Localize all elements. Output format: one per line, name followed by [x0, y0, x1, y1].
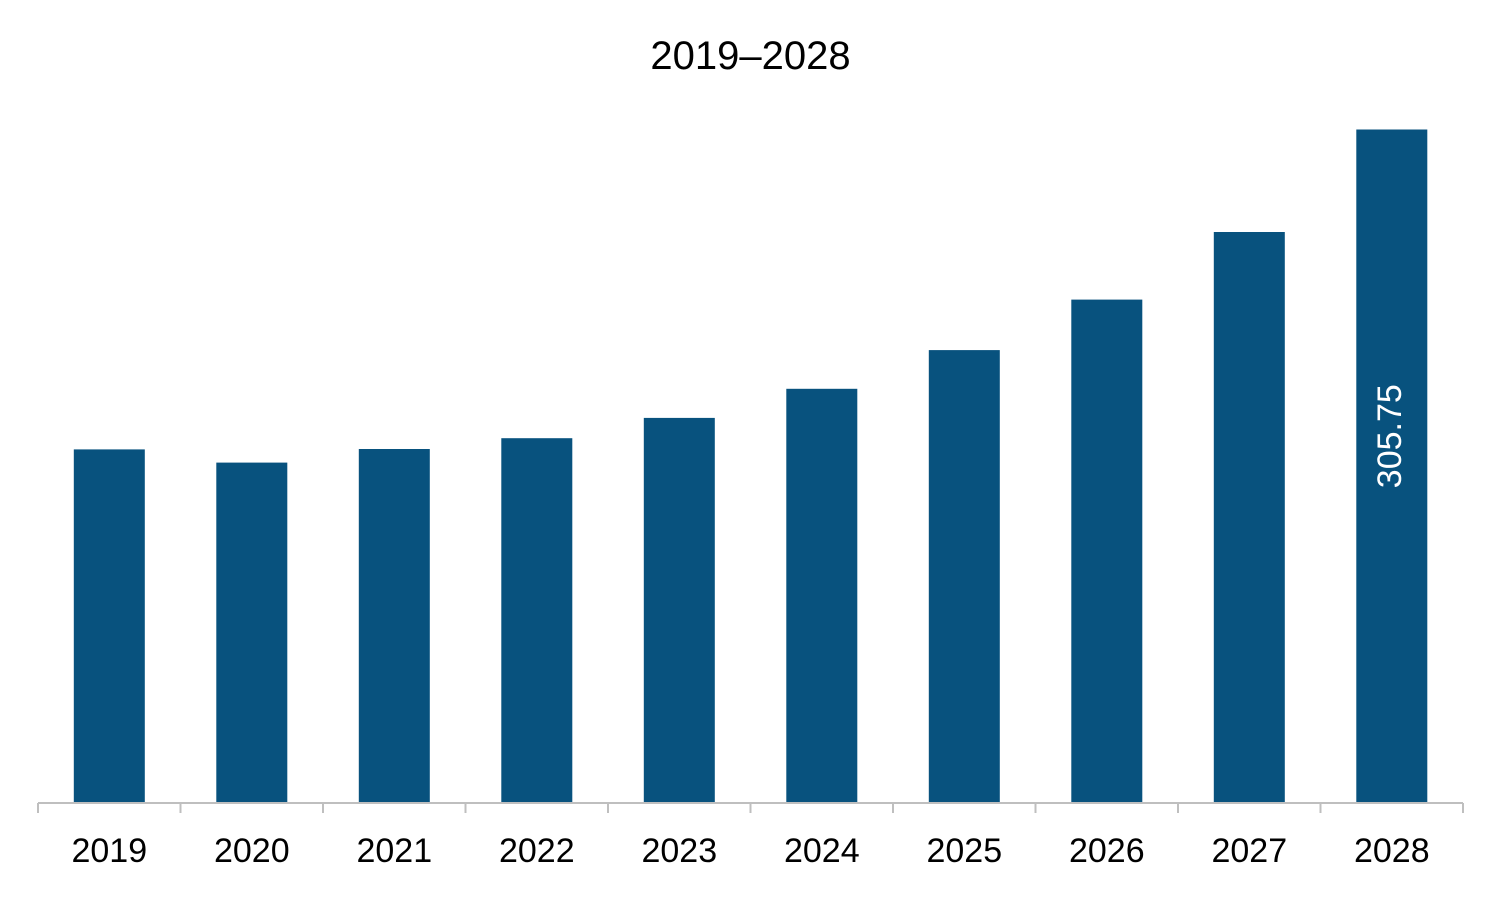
- data-label-2028: 305.75: [1371, 384, 1409, 488]
- bar-2026: [1071, 299, 1143, 803]
- bar-2020: [216, 462, 288, 803]
- x-tick-label-2020: 2020: [214, 832, 290, 870]
- bar-2021: [358, 449, 430, 803]
- bar-2019: [73, 449, 145, 803]
- bar-2022: [501, 438, 573, 803]
- x-tick-label-2027: 2027: [1211, 832, 1287, 870]
- x-tick-label-2022: 2022: [499, 832, 575, 870]
- x-tick-label-2024: 2024: [784, 832, 860, 870]
- bar-2025: [928, 350, 1000, 803]
- chart-title: 2019–2028: [650, 34, 851, 78]
- x-tick-label-2028: 2028: [1354, 832, 1430, 870]
- x-tick-label-2026: 2026: [1069, 832, 1145, 870]
- bar-2028: [1356, 129, 1428, 803]
- x-tick-label-2025: 2025: [926, 832, 1002, 870]
- bars-layer: [73, 129, 1428, 803]
- bar-2023: [643, 417, 715, 803]
- x-tick-label-2019: 2019: [71, 832, 147, 870]
- bar-2027: [1213, 232, 1285, 803]
- x-tick-label-2023: 2023: [641, 832, 717, 870]
- bar-2024: [786, 388, 858, 803]
- labels-layer: 2019 2020 2021 2022 2023 2024 2025 2026 2027 305.…: [71, 384, 1429, 870]
- x-axis: [37, 802, 1464, 813]
- x-tick-label-2021: 2021: [356, 832, 432, 870]
